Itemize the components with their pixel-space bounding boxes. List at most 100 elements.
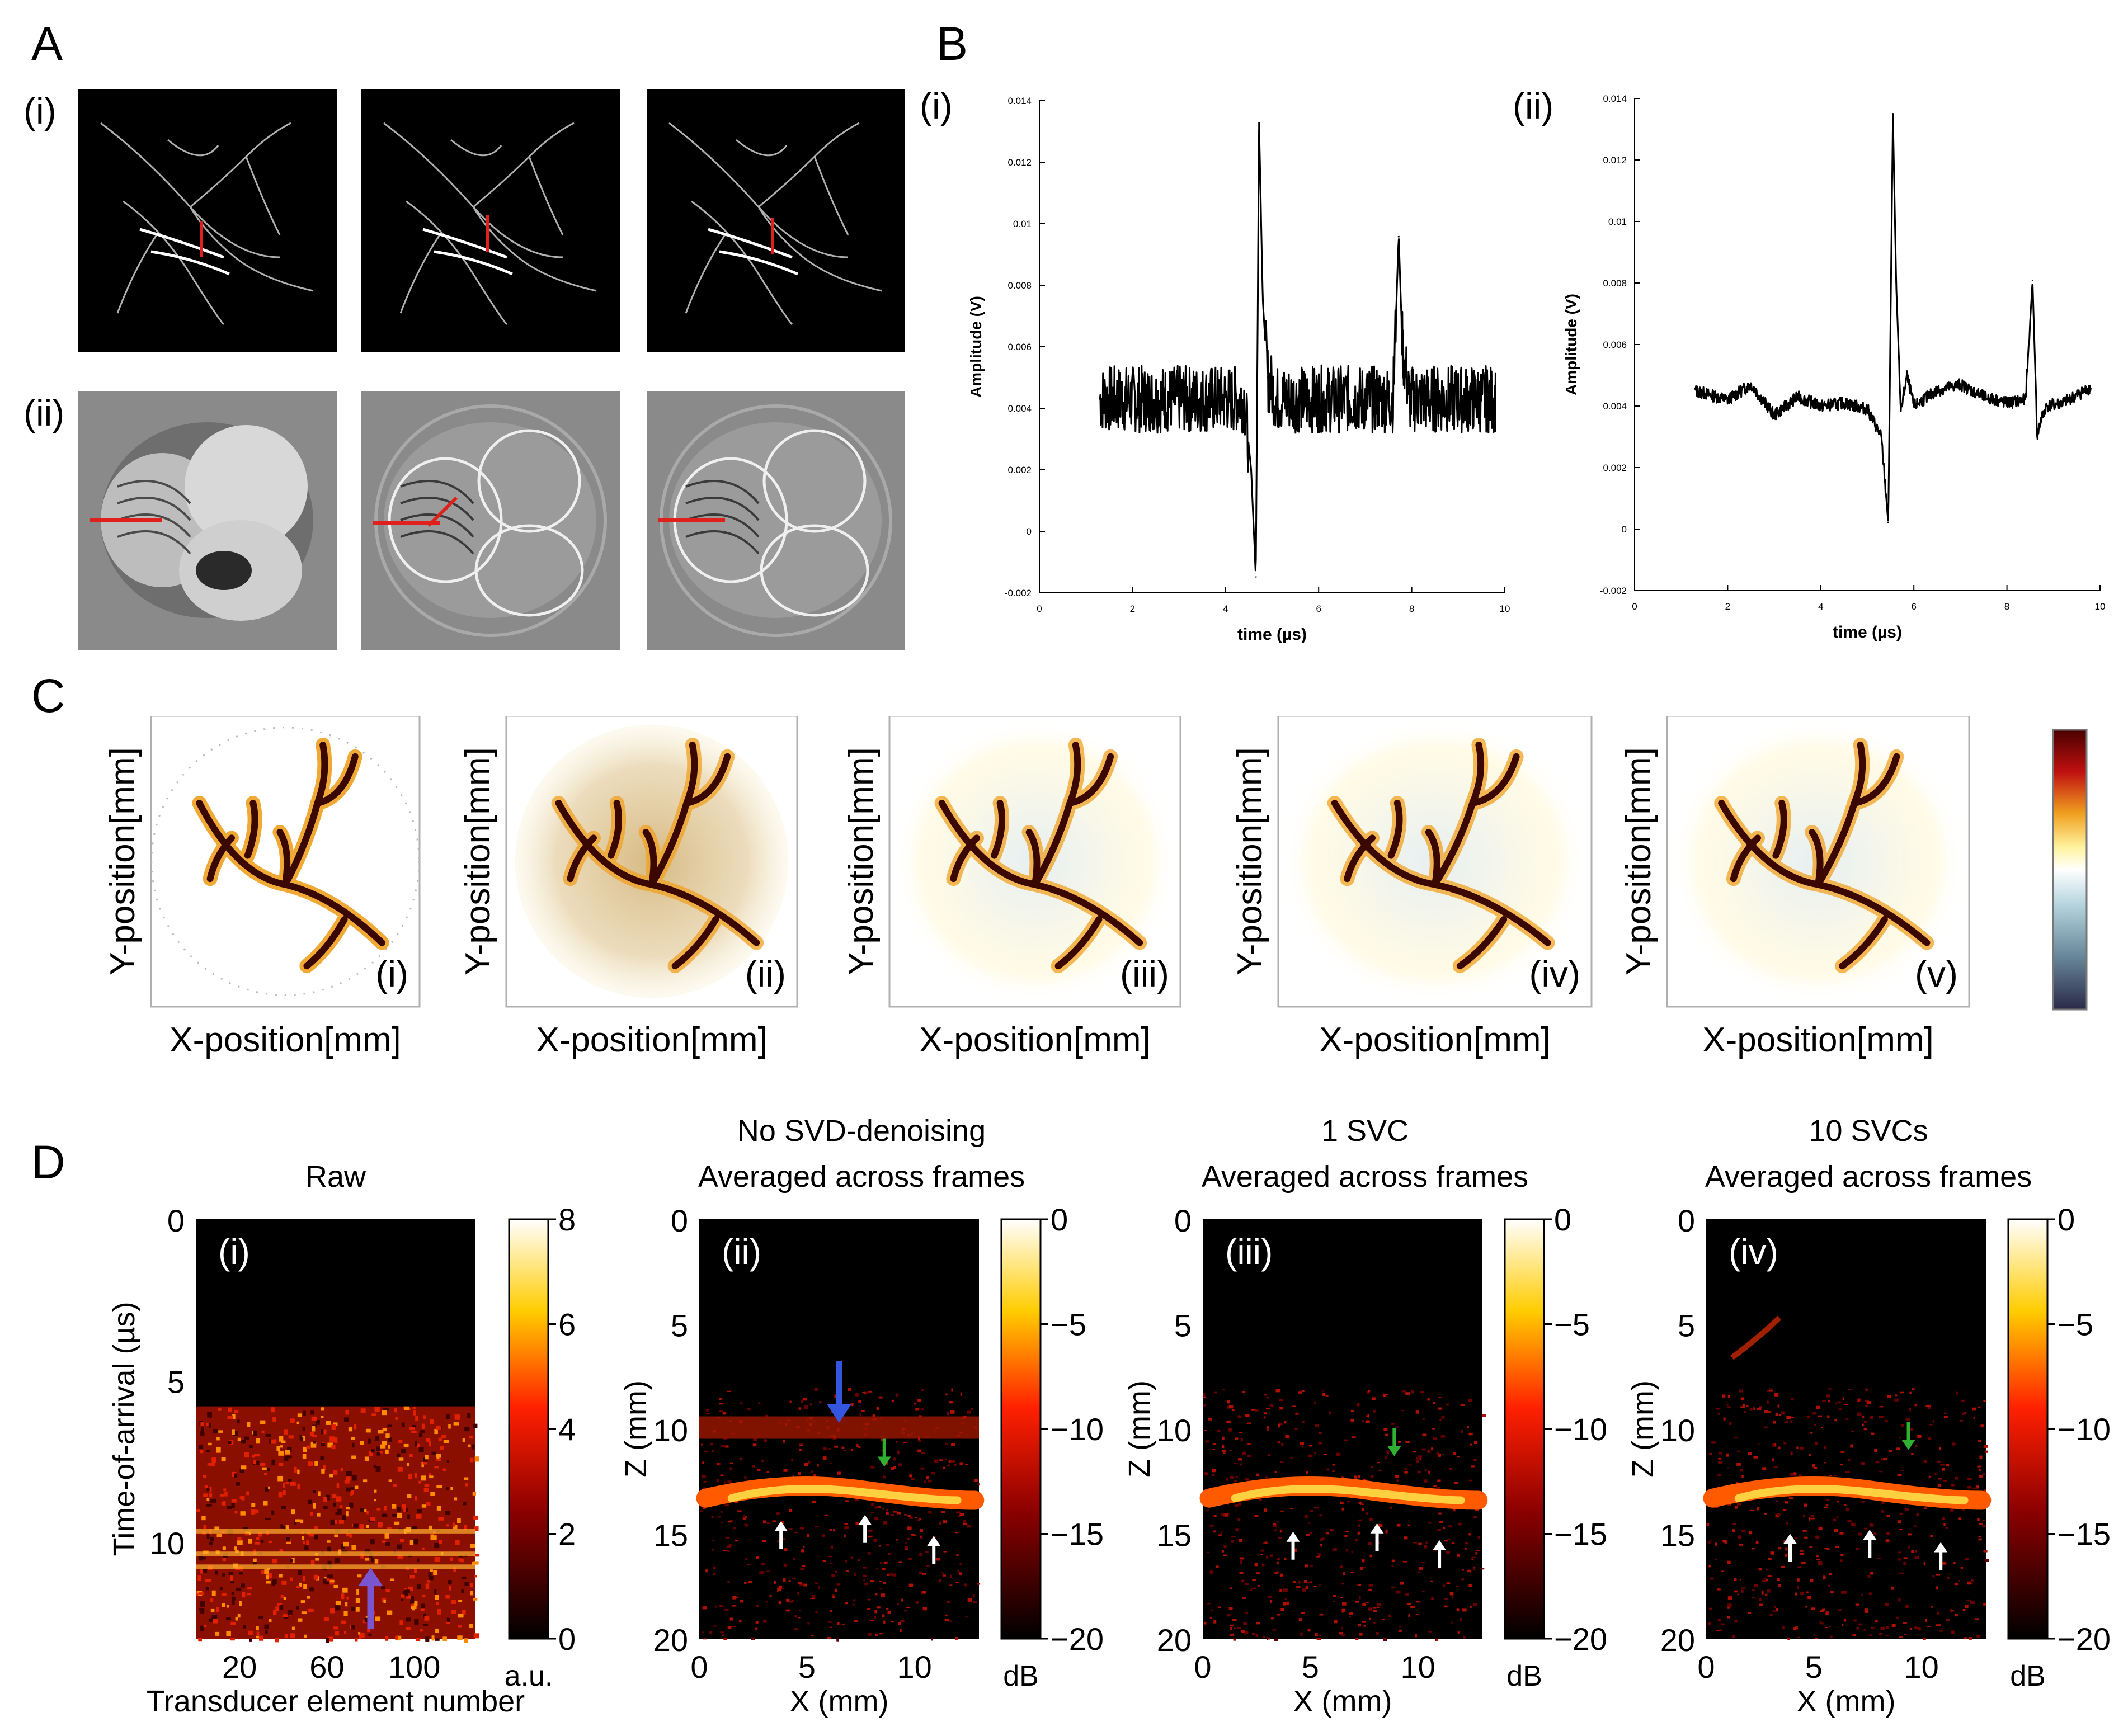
speckle [1790,1473,1794,1476]
speckle [883,1561,888,1564]
speckle [963,1523,968,1525]
speckle [1242,1391,1245,1393]
speckle [791,1459,793,1462]
speckle [761,1460,764,1463]
speckle [417,1584,420,1588]
speckle [416,1509,422,1513]
speckle [1443,1527,1446,1530]
speckle [1911,1550,1914,1553]
speckle [1453,1509,1456,1512]
speckle [1894,1398,1899,1402]
speckle [1341,1507,1344,1511]
speckle [1768,1411,1772,1413]
speckle [844,1534,846,1538]
speckle [830,1563,833,1564]
y-tick-label: 0.004 [1603,401,1627,412]
speckle [1274,1572,1278,1574]
speckle [1241,1579,1245,1583]
speckle [880,1562,882,1565]
speckle [239,1496,243,1499]
speckle [1384,1456,1387,1460]
speckle [1766,1569,1768,1571]
speckle [374,1489,377,1493]
speckle [291,1626,295,1630]
speckle [1914,1549,1917,1553]
speckle [357,1574,362,1578]
speckle [903,1442,907,1443]
speckle [1865,1405,1868,1407]
speckle [1468,1533,1471,1536]
speckle [402,1504,406,1509]
x-tick-label: 0 [1697,1649,1715,1685]
speckle [713,1625,717,1627]
speckle [1460,1617,1463,1621]
speckle [874,1506,878,1509]
speckle [1418,1542,1422,1545]
speckle [909,1516,913,1519]
speckle [351,1455,356,1459]
speckle [1861,1501,1865,1503]
speckle [435,1628,439,1633]
speckle [261,1430,265,1433]
speckle [469,1435,473,1439]
speckle [1358,1501,1362,1504]
speckle [1246,1422,1251,1424]
speckle [1210,1609,1213,1611]
speckle [920,1537,923,1539]
speckle [1310,1565,1313,1567]
speckle [459,1555,464,1558]
speckle [1778,1446,1781,1450]
speckle [925,1551,929,1553]
speckle [382,1441,387,1446]
speckle [1448,1525,1452,1528]
speckle [385,1542,390,1546]
speckle [1717,1474,1721,1476]
speckle [454,1414,460,1420]
speckle [1305,1586,1308,1589]
speckle [1961,1399,1965,1402]
speckle [1265,1408,1270,1409]
speckle [872,1414,875,1417]
speckle [1367,1414,1369,1418]
speckle [266,1574,270,1580]
speckle [1857,1398,1860,1402]
x-position-label: X-position[mm] [170,1021,401,1059]
speckle [1366,1390,1369,1394]
speckle [399,1539,405,1542]
speckle [1807,1596,1812,1600]
speckle [1373,1410,1376,1413]
speckle [457,1635,463,1640]
speckle [931,1472,935,1475]
speckle [267,1486,270,1489]
heatmap-title: Raw [305,1160,366,1194]
speckle [920,1467,925,1470]
speckle [439,1540,442,1544]
panel-letter-d: D [31,1136,65,1188]
speckle [327,1574,333,1578]
x-position-label: X-position[mm] [1319,1021,1550,1059]
speckle [239,1572,243,1575]
speckle [915,1408,920,1411]
speckle [359,1524,364,1529]
speckle [397,1453,401,1457]
speckle [1441,1416,1445,1419]
speckle [1897,1474,1902,1476]
speckle [1203,1430,1207,1432]
speckle [302,1436,305,1441]
speckle [1844,1504,1847,1506]
speckle [430,1569,433,1572]
speckle [1966,1599,1971,1602]
speckle [1377,1461,1380,1464]
speckle [232,1471,237,1477]
speckle [1471,1465,1475,1468]
speckle [727,1626,732,1629]
speckle [1861,1462,1865,1465]
speckle [1717,1619,1721,1622]
speckle [1805,1606,1807,1608]
speckle [397,1507,401,1512]
speckle [416,1514,422,1519]
speckle [1345,1549,1348,1552]
speckle [1355,1538,1358,1541]
speckle [1211,1474,1215,1476]
speckle [1280,1608,1284,1611]
